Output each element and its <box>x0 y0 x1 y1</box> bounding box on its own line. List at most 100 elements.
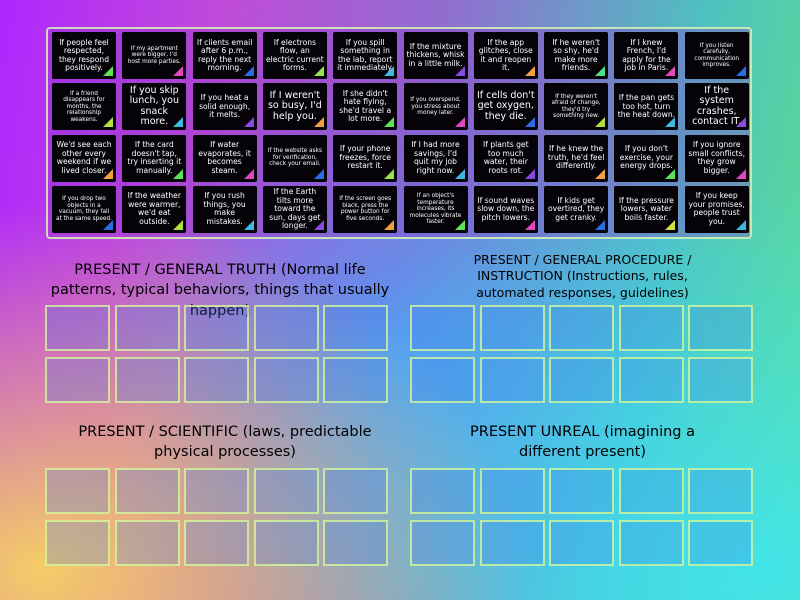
draggable-card[interactable]: If plants get too much water, their root… <box>473 134 538 182</box>
card-text: If the app glitches, close it and reopen… <box>478 37 533 72</box>
drop-slot-group-3[interactable] <box>184 520 249 566</box>
drop-slot-group-3[interactable] <box>114 520 180 566</box>
card-text: If you rush things, you make mistakes. <box>203 191 246 226</box>
drop-slot-group-4[interactable] <box>618 468 684 514</box>
draggable-card[interactable]: If the app glitches, close it and reopen… <box>473 32 538 79</box>
draggable-card[interactable]: If she didn't hate flying, she'd travel … <box>333 83 398 131</box>
card-text: We'd see each other every weekend if we … <box>56 140 112 175</box>
draggable-card[interactable]: If a friend disappears for months, the r… <box>52 83 116 131</box>
draggable-card[interactable]: If the card doesn't tap, try inserting i… <box>122 134 187 182</box>
draggable-card[interactable]: If you don't exercise, your energy drops… <box>614 134 679 182</box>
drop-slot-group-3[interactable] <box>114 468 180 514</box>
draggable-card[interactable]: If your phone freezes, force restart it. <box>333 134 398 182</box>
drop-slot-group-4[interactable] <box>479 468 545 514</box>
corner-triangle-icon <box>454 168 465 179</box>
draggable-card[interactable]: If you drop two objects in a vacuum, the… <box>52 185 116 233</box>
draggable-card[interactable]: If the system crashes, contact IT. <box>684 83 749 131</box>
drop-slot-group-1[interactable] <box>253 305 319 351</box>
card-text: If you don't exercise, your energy drops… <box>619 144 674 171</box>
draggable-card[interactable]: If the pan gets too hot, turn the heat d… <box>614 83 679 131</box>
draggable-card[interactable]: If the website asks for verification, ch… <box>262 134 327 182</box>
card-text: If I knew French, I'd apply for the job … <box>622 37 671 72</box>
drop-slot-group-3[interactable] <box>253 468 319 514</box>
drop-slot-group-1[interactable] <box>323 305 388 351</box>
draggable-card[interactable]: If my apartment were bigger, I'd host mo… <box>122 32 187 79</box>
drop-slot-group-1[interactable] <box>114 305 180 351</box>
draggable-card[interactable]: If the Earth tilts more toward the sun, … <box>262 185 327 233</box>
card-text: If they weren't afraid of change, they'd… <box>551 93 601 120</box>
drop-slot-group-4[interactable] <box>549 468 614 514</box>
card-text: If people feel respected, they respond p… <box>58 37 110 72</box>
draggable-card[interactable]: If he knew the truth, he'd feel differen… <box>544 134 609 182</box>
draggable-card[interactable]: If you keep your promises, people trust … <box>684 185 749 233</box>
card-text: If sound waves slow down, the pitch lowe… <box>477 195 535 222</box>
drop-slot-group-2[interactable] <box>618 357 684 403</box>
drop-slot-group-2[interactable] <box>549 357 614 403</box>
draggable-card[interactable]: We'd see each other every weekend if we … <box>52 134 116 182</box>
draggable-card[interactable]: If he weren't so shy, he'd make more fri… <box>544 32 609 79</box>
drop-slot-group-2[interactable] <box>479 305 545 351</box>
drop-slot-group-1[interactable] <box>45 305 110 351</box>
draggable-card[interactable]: If you spill something in the lab, repor… <box>333 32 398 79</box>
draggable-card[interactable]: If sound waves slow down, the pitch lowe… <box>473 185 538 233</box>
card-text: If the weather were warmer, we'd eat out… <box>127 191 181 226</box>
drop-slot-group-2[interactable] <box>479 357 545 403</box>
drop-slot-group-1[interactable] <box>323 357 388 403</box>
drop-slot-group-2[interactable] <box>688 305 753 351</box>
draggable-card[interactable]: If kids get overtired, they get cranky. <box>544 185 609 233</box>
corner-triangle-icon <box>313 117 324 128</box>
draggable-card[interactable]: If you ignore small conflicts, they grow… <box>684 134 749 182</box>
card-text: If cells don't get oxygen, they die. <box>476 89 535 123</box>
drop-slot-group-3[interactable] <box>323 520 388 566</box>
draggable-card[interactable]: If clients email after 6 p.m., reply the… <box>192 32 257 79</box>
drop-slot-group-4[interactable] <box>410 468 475 514</box>
drop-slot-group-2[interactable] <box>410 357 475 403</box>
draggable-card[interactable]: If you rush things, you make mistakes. <box>192 185 257 233</box>
drop-slot-group-4[interactable] <box>688 520 753 566</box>
drop-slot-group-2[interactable] <box>688 357 753 403</box>
card-text: If my apartment were bigger, I'd host mo… <box>127 45 181 65</box>
drop-slot-group-2[interactable] <box>618 305 684 351</box>
drop-slot-group-1[interactable] <box>184 357 249 403</box>
draggable-card[interactable]: If you heat a solid enough, it melts. <box>192 83 257 131</box>
draggable-card[interactable]: If electrons flow, an electric current f… <box>262 32 327 79</box>
draggable-card[interactable]: If the mixture thickens, whisk in a litt… <box>403 32 468 79</box>
draggable-card[interactable]: If people feel respected, they respond p… <box>52 32 116 79</box>
drop-slot-group-1[interactable] <box>253 357 319 403</box>
group-heading-procedure: PRESENT / GENERAL PROCEDURE / INSTRUCTIO… <box>473 252 692 300</box>
drop-slot-group-3[interactable] <box>45 520 110 566</box>
drop-slot-group-4[interactable] <box>688 468 753 514</box>
drop-slot-group-3[interactable] <box>323 468 388 514</box>
drop-slot-group-3[interactable] <box>184 468 249 514</box>
draggable-card[interactable]: If they weren't afraid of change, they'd… <box>544 83 609 131</box>
drop-slot-group-4[interactable] <box>618 520 684 566</box>
drop-slot-group-1[interactable] <box>114 357 180 403</box>
draggable-card[interactable]: If the pressure lowers, water boils fast… <box>614 185 679 233</box>
drop-slot-group-1[interactable] <box>184 305 249 351</box>
drop-slot-group-1[interactable] <box>45 357 110 403</box>
draggable-card[interactable]: If the weather were warmer, we'd eat out… <box>122 185 187 233</box>
draggable-card[interactable]: If water evaporates, it becomes steam. <box>192 134 257 182</box>
draggable-card[interactable]: If an object's temperature increases, it… <box>403 185 468 233</box>
draggable-card[interactable]: If I knew French, I'd apply for the job … <box>614 32 679 79</box>
draggable-card[interactable]: If I had more savings, I'd quit my job r… <box>403 134 468 182</box>
drop-slot-group-2[interactable] <box>410 305 475 351</box>
card-text: If the system crashes, contact IT. <box>692 84 742 128</box>
corner-triangle-icon <box>243 219 254 230</box>
draggable-card[interactable]: If you listen carefully, communication i… <box>684 32 749 79</box>
drop-slot-group-4[interactable] <box>410 520 475 566</box>
draggable-card[interactable]: If you skip lunch, you snack more. <box>122 83 187 131</box>
corner-triangle-icon <box>384 168 395 179</box>
drop-slot-group-3[interactable] <box>45 468 110 514</box>
drop-slot-group-4[interactable] <box>549 520 614 566</box>
draggable-card[interactable]: If I weren't so busy, I'd help you. <box>262 83 327 131</box>
corner-triangle-icon <box>524 117 535 128</box>
draggable-card[interactable]: If you overspend, you stress about money… <box>403 83 468 131</box>
drop-slot-group-3[interactable] <box>253 520 319 566</box>
card-text: If I had more savings, I'd quit my job r… <box>411 140 460 175</box>
draggable-card[interactable]: If cells don't get oxygen, they die. <box>473 83 538 131</box>
drop-slot-group-2[interactable] <box>549 305 614 351</box>
drop-slot-group-4[interactable] <box>479 520 545 566</box>
corner-triangle-icon <box>665 66 676 76</box>
draggable-card[interactable]: If the screen goes black, press the powe… <box>333 185 398 233</box>
